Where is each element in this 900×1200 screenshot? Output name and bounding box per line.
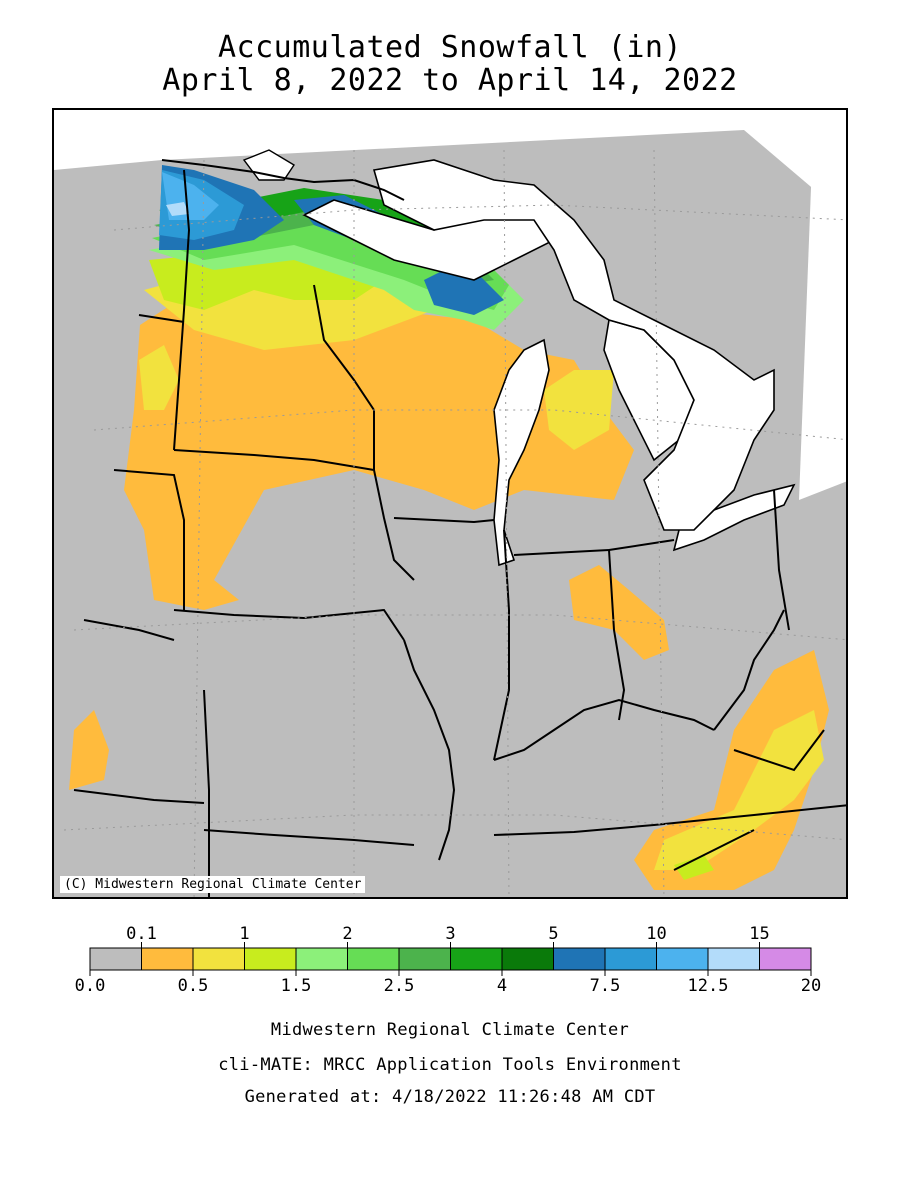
legend-bin-3 [245, 948, 297, 970]
legend-lower-tick-label: 7.5 [590, 976, 621, 996]
legend-bin-8 [502, 948, 554, 970]
chart-title: Accumulated Snowfall (in) [0, 30, 900, 65]
legend-lower-tick-label: 4 [497, 976, 507, 996]
legend-upper-tick-label: 5 [548, 924, 558, 944]
footer-generated-at: Generated at: 4/18/2022 11:26:48 AM CDT [0, 1087, 900, 1107]
legend-upper-tick-label: 2 [342, 924, 352, 944]
legend-lower-tick-label: 2.5 [384, 976, 415, 996]
map-canvas [54, 110, 848, 899]
legend-bin-11 [657, 948, 709, 970]
legend-upper-tick-label: 10 [646, 924, 666, 944]
date-range-subtitle: April 8, 2022 to April 14, 2022 [0, 63, 900, 98]
legend-upper-tick-label: 1 [239, 924, 249, 944]
legend-bin-2 [193, 948, 245, 970]
legend-lower-tick-label: 12.5 [688, 976, 729, 996]
legend-bin-7 [451, 948, 503, 970]
legend-lower-tick-label: 1.5 [281, 976, 312, 996]
footer-app-name: cli-MATE: MRCC Application Tools Environ… [0, 1055, 900, 1075]
legend-lower-tick-label: 0.5 [178, 976, 209, 996]
legend-bin-10 [605, 948, 657, 970]
snowfall-map: (C) Midwestern Regional Climate Center [52, 108, 848, 899]
legend-bin-5 [348, 948, 400, 970]
legend-bin-6 [399, 948, 451, 970]
legend-lower-tick-label: 0.0 [75, 976, 106, 996]
legend-bin-1 [142, 948, 194, 970]
legend-bin-12 [708, 948, 760, 970]
footer-organization: Midwestern Regional Climate Center [0, 1020, 900, 1040]
legend-upper-tick-label: 15 [749, 924, 769, 944]
legend-bin-9 [554, 948, 606, 970]
legend-upper-tick-label: 0.1 [126, 924, 157, 944]
legend-bin-0 [90, 948, 142, 970]
legend-bin-13 [760, 948, 812, 970]
map-credit: (C) Midwestern Regional Climate Center [60, 876, 365, 893]
legend-lower-tick-label: 20 [801, 976, 821, 996]
legend-bin-4 [296, 948, 348, 970]
legend-upper-tick-label: 3 [445, 924, 455, 944]
color-legend: 0.1 1 2 3 5 10 15 0.0 0.5 1.5 2.5 4 7.5 12.5 20 [0, 915, 900, 1005]
